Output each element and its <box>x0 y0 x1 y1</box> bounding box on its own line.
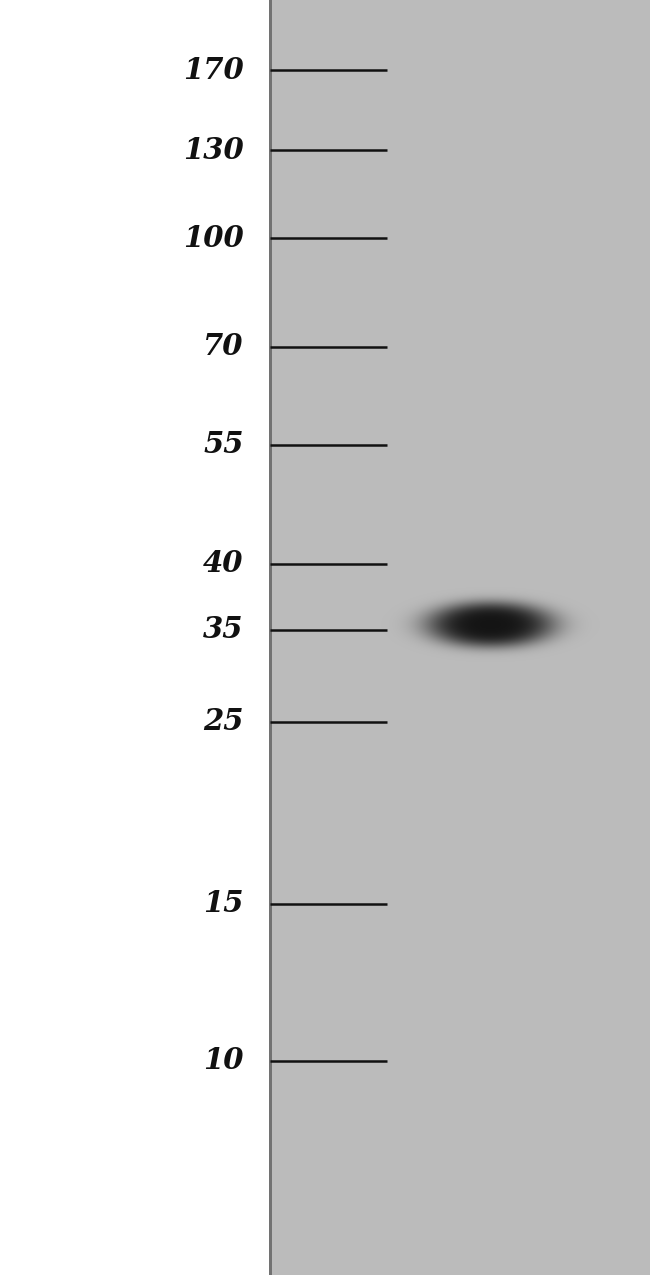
Text: 70: 70 <box>203 333 244 361</box>
Text: 40: 40 <box>203 550 244 578</box>
Text: 170: 170 <box>183 56 244 84</box>
Text: 55: 55 <box>203 431 244 459</box>
Text: 15: 15 <box>203 890 244 918</box>
Text: 35: 35 <box>203 616 244 644</box>
Text: 25: 25 <box>203 708 244 736</box>
Text: 10: 10 <box>203 1047 244 1075</box>
Text: 130: 130 <box>183 136 244 164</box>
Text: 100: 100 <box>183 224 244 252</box>
